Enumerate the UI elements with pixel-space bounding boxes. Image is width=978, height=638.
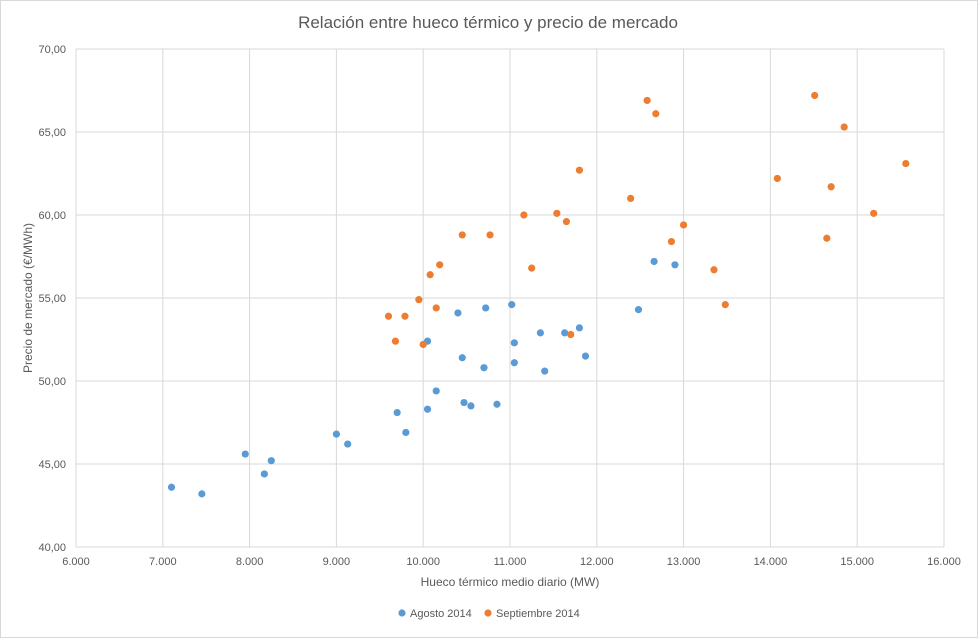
data-point-series-2	[432, 304, 440, 312]
chart-title: Relación entre hueco térmico y precio de…	[298, 13, 678, 32]
data-point-series-1	[541, 367, 549, 375]
data-point-series-2	[827, 183, 835, 191]
data-point-series-2	[567, 330, 575, 339]
data-point-series-1	[493, 400, 501, 408]
y-tick-label: 45,00	[38, 459, 66, 471]
data-point-series-2	[401, 312, 409, 320]
data-point-series-2	[384, 312, 393, 320]
data-point-series-2	[520, 211, 528, 219]
data-point-series-1	[423, 405, 432, 413]
data-point-series-1	[671, 261, 679, 269]
x-tick-label: 8.000	[236, 556, 264, 568]
data-point-series-1	[454, 309, 462, 317]
data-point-series-2	[902, 159, 910, 168]
data-point-series-1	[260, 470, 268, 478]
data-point-series-2	[721, 301, 729, 309]
data-point-series-1	[510, 359, 518, 367]
data-point-series-2	[562, 218, 571, 226]
data-point-series-2	[391, 337, 400, 345]
data-point-series-1	[634, 306, 643, 314]
data-point-series-2	[419, 340, 427, 349]
data-point-series-2	[643, 96, 651, 105]
data-point-series-1	[241, 450, 249, 458]
x-tick-label: 6.000	[62, 556, 90, 568]
data-point-series-1	[460, 398, 468, 407]
data-point-series-2	[436, 261, 444, 269]
data-point-series-2	[415, 296, 423, 304]
x-tick-label: 14.000	[754, 556, 788, 568]
data-point-series-1	[458, 354, 466, 362]
data-point-series-2	[458, 231, 466, 239]
data-point-series-1	[344, 440, 352, 448]
data-point-series-2	[870, 209, 878, 217]
data-point-series-1	[267, 457, 275, 465]
x-tick-label: 7.000	[149, 556, 177, 568]
data-point-series-1	[332, 430, 340, 438]
data-point-series-2	[840, 123, 848, 131]
x-tick-label: 12.000	[580, 556, 614, 568]
data-point-series-1	[508, 301, 516, 309]
data-point-series-2	[710, 266, 718, 274]
data-point-series-1	[575, 324, 584, 332]
x-tick-label: 16.000	[927, 556, 961, 568]
y-tick-label: 70,00	[38, 44, 66, 56]
data-point-series-1	[482, 304, 490, 312]
data-point-series-1	[510, 339, 518, 347]
legend-marker-series-2	[484, 609, 492, 617]
data-point-series-1	[480, 364, 488, 372]
data-point-series-1	[393, 408, 401, 417]
y-tick-label: 55,00	[38, 293, 66, 305]
data-point-series-1	[650, 257, 658, 266]
y-tick-label: 40,00	[38, 542, 66, 554]
data-point-series-2	[575, 166, 584, 174]
data-point-series-2	[823, 234, 831, 242]
data-point-series-1	[402, 428, 410, 437]
data-point-series-2	[426, 271, 434, 279]
x-tick-label: 13.000	[667, 556, 701, 568]
data-point-series-1	[561, 329, 569, 337]
legend: Agosto 2014 Septiembre 2014	[398, 608, 580, 620]
x-tick-label: 9.000	[323, 556, 351, 568]
legend-label-series-2: Septiembre 2014	[496, 608, 580, 620]
legend-label-series-1: Agosto 2014	[410, 608, 472, 620]
y-axis-title: Precio de mercado (€/MWh)	[21, 223, 35, 373]
tick-labels: 6.000 7.000 8.000 9.000 10.000 11.000 12.000 13…	[38, 44, 960, 568]
x-tick-label: 11.000	[494, 556, 527, 568]
data-point-series-2	[486, 231, 494, 239]
data-point-series-2	[528, 264, 536, 272]
gridlines	[75, 48, 945, 548]
data-point-series-2	[627, 194, 635, 202]
data-point-series-2	[652, 110, 660, 118]
x-tick-label: 15.000	[840, 556, 874, 568]
x-axis-title: Hueco térmico medio diario (MW)	[421, 575, 600, 589]
data-point-series-2	[553, 209, 561, 217]
data-point-series-1	[467, 402, 475, 410]
data-point-series-2	[773, 174, 781, 183]
y-tick-label: 60,00	[38, 210, 66, 222]
x-tick-label: 10.000	[406, 556, 440, 568]
data-point-series-1	[536, 329, 544, 337]
y-tick-label: 65,00	[38, 127, 66, 139]
legend-marker-series-1	[398, 609, 406, 617]
data-point-series-1	[581, 352, 590, 360]
data-point-series-1	[198, 490, 206, 498]
data-point-series-2	[811, 91, 819, 100]
data-point-series-1	[432, 387, 440, 395]
data-points	[167, 91, 910, 498]
data-point-series-1	[167, 483, 176, 491]
y-tick-label: 50,00	[38, 376, 66, 388]
data-point-series-2	[680, 221, 688, 229]
data-point-series-2	[667, 237, 676, 246]
